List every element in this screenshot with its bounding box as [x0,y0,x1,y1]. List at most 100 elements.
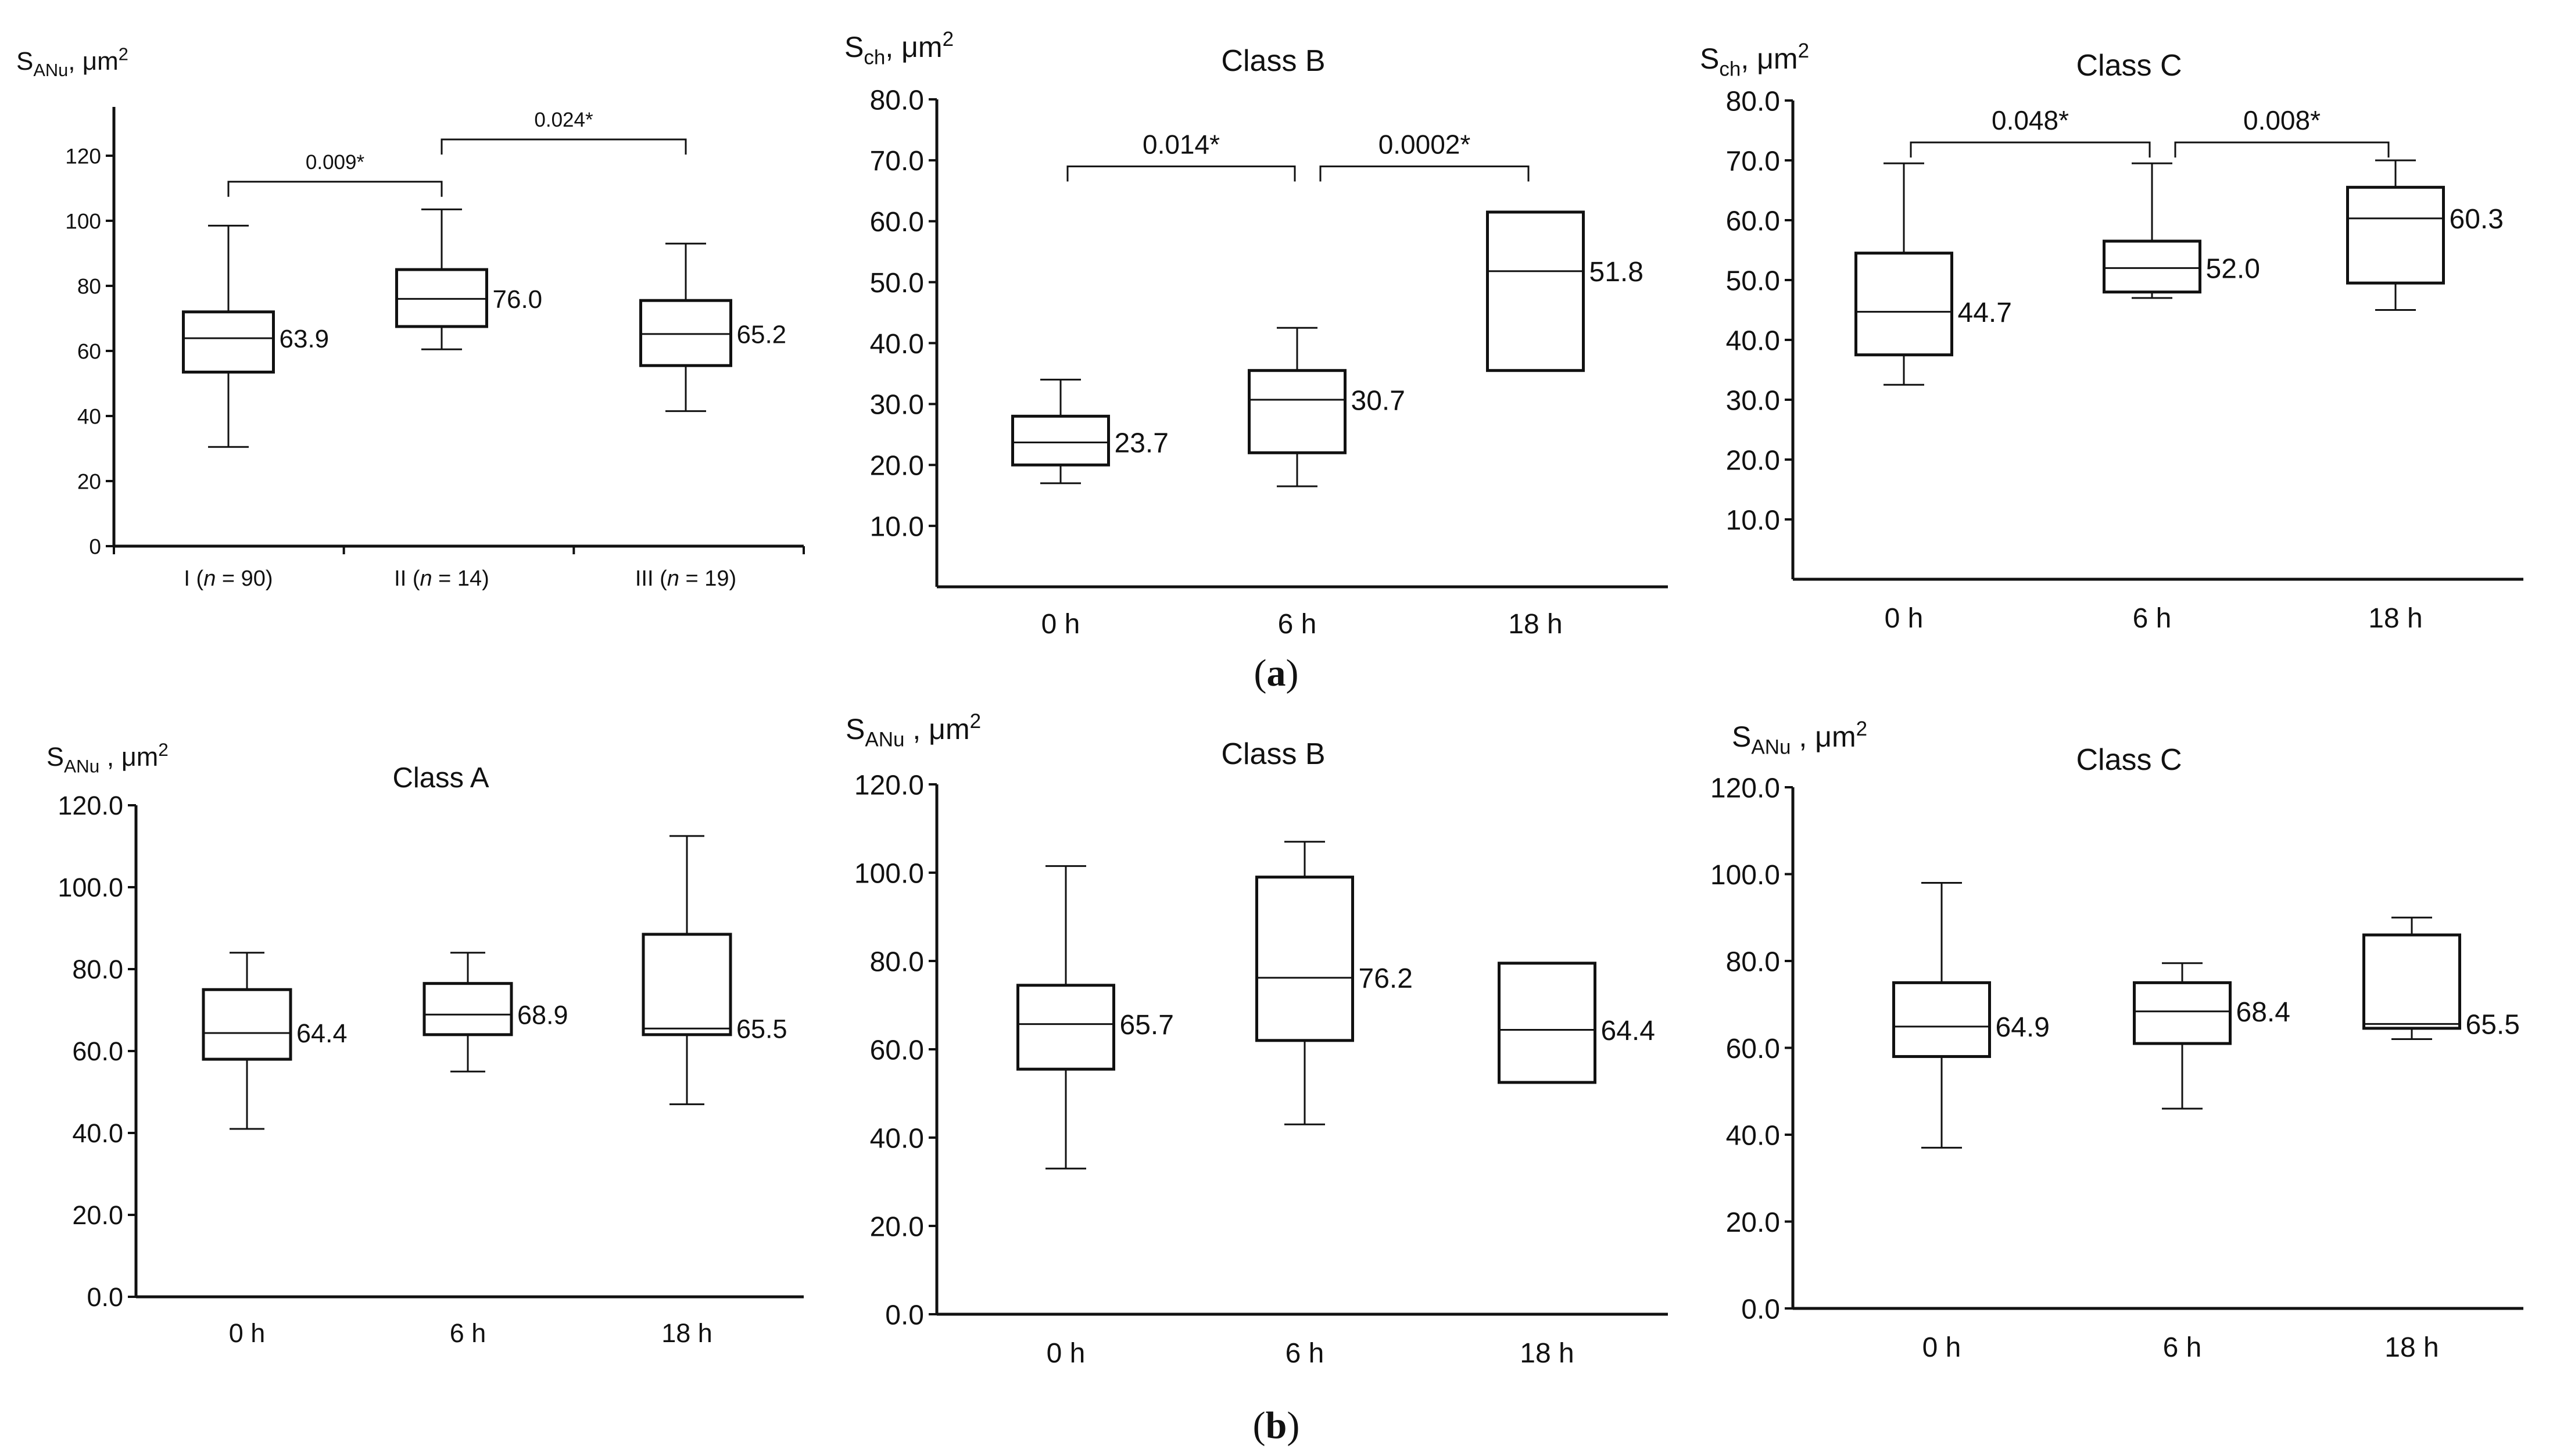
x-category-label: 6 h [2163,1332,2202,1363]
significance-bracket [2174,141,2390,158]
panel-label-a: (a) [1254,652,1299,694]
median-value-label: 65.7 [1120,1010,1174,1041]
y-tick-label: 120 [65,144,101,168]
box-0: 63.9 [182,224,330,448]
chart-b2: 0.0 20.0 40.0 60.0 80.0 100.0 120.0 SANu , μm2 C… [846,710,1668,1369]
x-category-label: 18 h [2384,1332,2439,1363]
median-value-label: 64.4 [296,1019,348,1048]
box-iqr [639,299,732,367]
significance-bracket [1319,165,1530,182]
y-tick-label: 40 [77,404,101,428]
y-tick-label: 10.0 [870,511,924,542]
x-category-label: I (n = 90) [184,566,273,591]
y-tick-label: 80.0 [870,85,924,116]
box-1: 68.4 [2133,962,2290,1110]
y-tick-label: 0 [89,535,101,558]
box-iqr [1255,876,1354,1042]
panel-label-b: (b) [1253,1404,1300,1447]
median-value-label: 68.9 [517,1000,568,1030]
y-tick-label: 120.0 [1710,773,1780,804]
p-value-label: 0.024* [534,109,593,131]
y-tick-label: 70.0 [870,146,924,177]
y-tick-label: 0.0 [885,1300,924,1331]
x-category-label: II (n = 14) [394,566,489,591]
x-category-label: 0 h [1041,609,1080,640]
x-category-label: III (n = 19) [635,566,736,591]
chart-b3: 0.0 20.0 40.0 60.0 80.0 100.0 120.0 SANu , μm2 C… [1710,718,2523,1363]
chart-b1: 0.0 20.0 40.0 60.0 80.0 100.0 120.0 SANu , μm2 C… [46,739,804,1348]
box-iqr [422,982,513,1037]
y-axis-label: SANu , μm2 [846,710,981,751]
box-1: 52.0 [2103,162,2260,299]
y-tick-label: 0.0 [87,1282,123,1312]
x-category-label: 18 h [1520,1338,1574,1369]
box-1: 30.7 [1248,327,1405,487]
y-tick-label: 70.0 [1726,146,1780,177]
box-0: 44.7 [1854,162,2012,386]
significance-bracket [1910,141,2151,158]
x-category-label: 18 h [661,1318,712,1348]
y-tick-label: 50.0 [870,268,924,299]
median-value-label: 51.8 [1589,257,1643,288]
x-category-label: 6 h [1278,609,1317,640]
y-tick-label: 60.0 [870,207,924,238]
p-value-label: 0.008* [2243,105,2321,135]
box-1: 76.2 [1255,841,1413,1125]
box-2: 65.5 [2362,916,2520,1041]
y-tick-label: 80.0 [1726,86,1780,117]
x-category-label: 0 h [1047,1338,1086,1369]
y-tick-label: 50.0 [1726,266,1780,296]
box-iqr [1854,252,1953,357]
median-value-label: 68.4 [2236,997,2290,1028]
y-tick-label: 100.0 [854,858,924,889]
y-tick-label: 100 [65,209,101,233]
y-tick-label: 10.0 [1726,505,1780,536]
x-category-label: 6 h [2133,603,2172,634]
y-tick-label: 0.0 [1741,1294,1780,1325]
box-1: 76.0 [395,208,543,350]
box-0: 64.4 [202,952,348,1130]
box-0: 65.7 [1016,865,1174,1170]
y-axis-label: Sch, μm2 [1700,40,1809,81]
y-tick-label: 80.0 [870,946,924,977]
y-tick-label: 20.0 [1726,445,1780,476]
y-tick-label: 40.0 [870,329,924,360]
box-iqr [1011,414,1110,467]
significance-bracket [441,138,687,155]
y-axis-label: SANu, μm2 [16,44,128,80]
y-tick-label: 20.0 [870,451,924,482]
y-tick-label: 40.0 [1726,1120,1780,1151]
box-iqr [1892,981,1991,1058]
y-tick-label: 120.0 [58,791,123,820]
y-tick-label: 80.0 [72,955,123,984]
median-value-label: 65.5 [736,1014,787,1043]
y-tick-label: 20 [77,469,101,493]
median-value-label: 64.4 [1601,1016,1655,1046]
y-tick-label: 120.0 [854,770,924,801]
box-2: 65.5 [642,835,787,1106]
chart-a2: 10.0 20.0 30.0 40.0 50.0 60.0 70.0 80.0 Sch, μm2… [844,28,1668,640]
significance-bracket [227,181,443,197]
median-value-label: 63.9 [280,325,330,353]
y-tick-label: 60.0 [1726,206,1780,236]
box-iqr [2346,185,2445,285]
x-category-label: 0 h [1885,603,1924,634]
y-tick-label: 40.0 [870,1123,924,1154]
median-value-label: 76.0 [493,285,543,314]
chart-title: Class B [1221,737,1325,771]
chart-a1: 0 20 40 60 80 100 120 SANu, μm2 I (n = 90) II (n … [16,44,805,591]
box-iqr [642,933,732,1037]
box-iqr [2133,981,2232,1045]
p-value-label: 0.048* [1992,105,2069,135]
median-value-label: 23.7 [1115,428,1169,459]
box-iqr [1248,369,1347,454]
y-tick-label: 20.0 [72,1200,123,1230]
x-category-label: 0 h [229,1318,266,1348]
y-tick-label: 60.0 [72,1037,123,1066]
x-category-label: 6 h [450,1318,486,1348]
x-category-label: 0 h [1922,1332,1961,1363]
y-axis-label: Sch, μm2 [844,28,954,69]
y-tick-label: 30.0 [870,390,924,421]
box-0: 64.9 [1892,881,2050,1149]
